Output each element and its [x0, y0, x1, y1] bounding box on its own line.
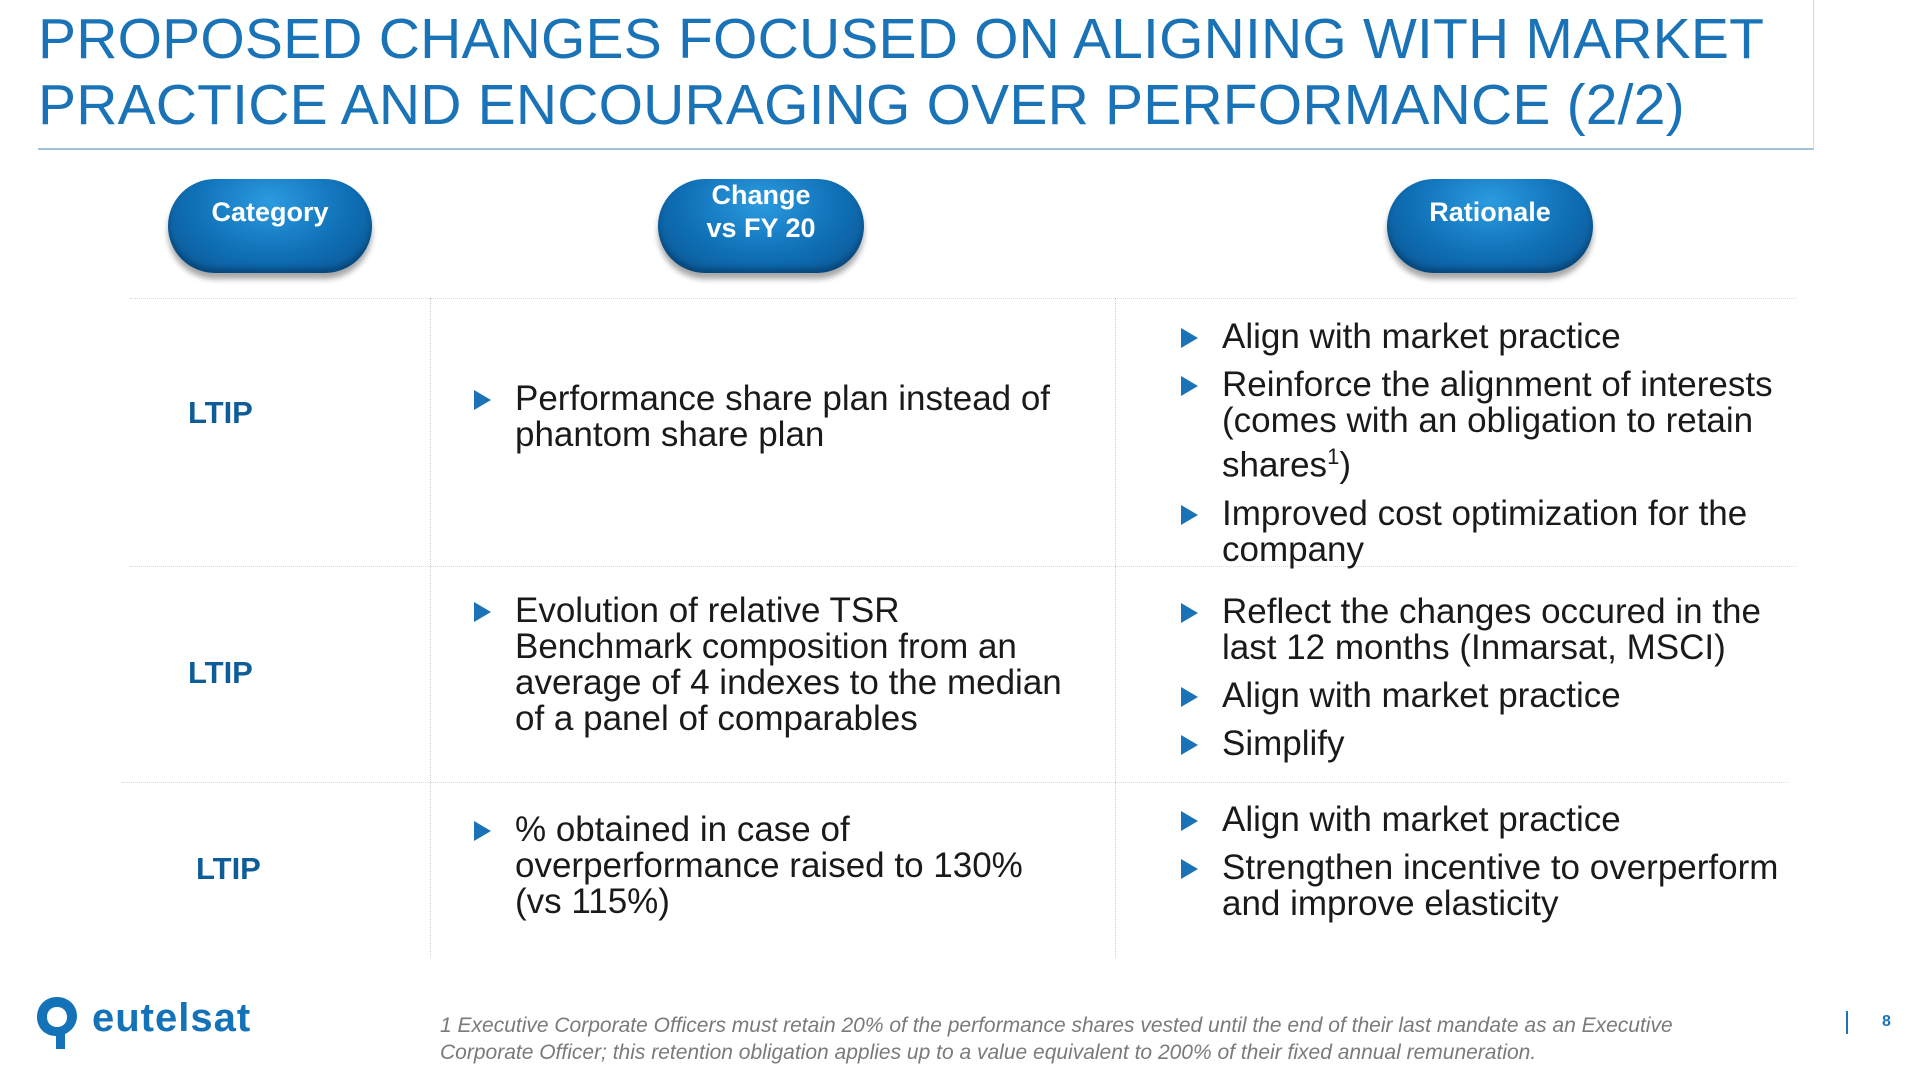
bullet-triangle-icon: [1181, 811, 1198, 831]
bullet-triangle-icon: [1181, 603, 1198, 623]
category-cell: LTIP: [188, 395, 253, 430]
eutelsat-logo: eutelsat: [34, 994, 294, 1052]
change-item-text: Evolution of relative TSR Benchmark comp…: [515, 591, 1062, 738]
header-pill-rationale: Rationale: [1387, 179, 1593, 273]
rationale-item: Align with market practice: [1181, 802, 1801, 838]
eutelsat-logo-mark-icon: [37, 997, 77, 1049]
rationale-item-text: Align with market practice: [1222, 676, 1621, 715]
bullet-triangle-icon: [1181, 687, 1198, 707]
rationale-item: Strengthen incentive to overperform and …: [1181, 850, 1801, 922]
change-item-text: % obtained in case of overperformance ra…: [515, 810, 1023, 921]
rationale-item: Improved cost optimization for the compa…: [1181, 493, 1801, 569]
row-divider-1: [130, 566, 1796, 567]
category-cell: LTIP: [196, 851, 261, 886]
bullet-triangle-icon: [474, 821, 491, 841]
bullet-triangle-icon: [1181, 859, 1198, 879]
change-item-text: Performance share plan instead of phanto…: [515, 379, 1051, 454]
category-cell: LTIP: [188, 655, 253, 690]
rationale-list: Reflect the changes occured in the last …: [1181, 594, 1801, 762]
change-item: % obtained in case of overperformance ra…: [474, 812, 1074, 920]
rationale-list: Align with market practice Strengthen inc…: [1181, 802, 1801, 922]
change-list: % obtained in case of overperformance ra…: [474, 812, 1074, 920]
rationale-item: Align with market practice: [1181, 678, 1801, 714]
title-frame: PROPOSED CHANGES FOCUSED ON ALIGNING WIT…: [38, 0, 1814, 150]
bullet-triangle-icon: [1181, 735, 1198, 755]
header-category-label: Category: [211, 196, 329, 227]
column-divider-2: [1115, 298, 1116, 958]
bullet-triangle-icon: [474, 602, 491, 622]
rationale-item-text: Simplify: [1222, 724, 1345, 763]
header-pill-category: Category: [168, 179, 372, 273]
page-marker: [1846, 1011, 1848, 1034]
header-rationale-label: Rationale: [1429, 196, 1551, 227]
rationale-item-text: Reinforce the alignment of interests (co…: [1222, 365, 1773, 485]
row-divider-2: [122, 782, 1788, 783]
change-list: Performance share plan instead of phanto…: [474, 381, 1074, 453]
bullet-triangle-icon: [1181, 504, 1198, 525]
rationale-item: Align with market practice: [1181, 319, 1801, 355]
header-pill-change: Change vs FY 20: [658, 179, 864, 273]
slide-title: PROPOSED CHANGES FOCUSED ON ALIGNING WIT…: [38, 7, 1764, 137]
page-number: 8: [1882, 1013, 1891, 1030]
rationale-item-text: Reflect the changes occured in the last …: [1222, 592, 1761, 667]
change-list: Evolution of relative TSR Benchmark comp…: [474, 593, 1074, 737]
rationale-item-text: Align with market practice: [1222, 800, 1621, 839]
rationale-item-text: Strengthen incentive to overperform and …: [1222, 848, 1779, 923]
header-change-label: Change vs FY 20: [706, 180, 816, 243]
column-divider-1: [430, 298, 431, 958]
footnote-marker: 1: [1327, 444, 1340, 469]
change-item: Performance share plan instead of phanto…: [474, 381, 1074, 453]
change-item: Evolution of relative TSR Benchmark comp…: [474, 593, 1074, 737]
rationale-item: Reflect the changes occured in the last …: [1181, 594, 1801, 666]
rationale-item-text: Improved cost optimization for the compa…: [1222, 493, 1748, 569]
bullet-triangle-icon: [474, 390, 491, 410]
footnote: 1 Executive Corporate Officers must reta…: [440, 1014, 1673, 1064]
rationale-list: Align with market practice Reinforce the …: [1181, 319, 1801, 568]
rationale-item-tail: ): [1339, 445, 1351, 485]
rationale-item-text: Align with market practice: [1222, 317, 1621, 356]
bullet-triangle-icon: [1181, 376, 1198, 396]
bullet-triangle-icon: [1181, 328, 1198, 348]
logo-wordmark: eutelsat: [92, 996, 252, 1040]
rationale-item: Simplify: [1181, 726, 1801, 762]
row-divider-top: [130, 298, 1796, 299]
rationale-item: Reinforce the alignment of interests (co…: [1181, 367, 1801, 484]
